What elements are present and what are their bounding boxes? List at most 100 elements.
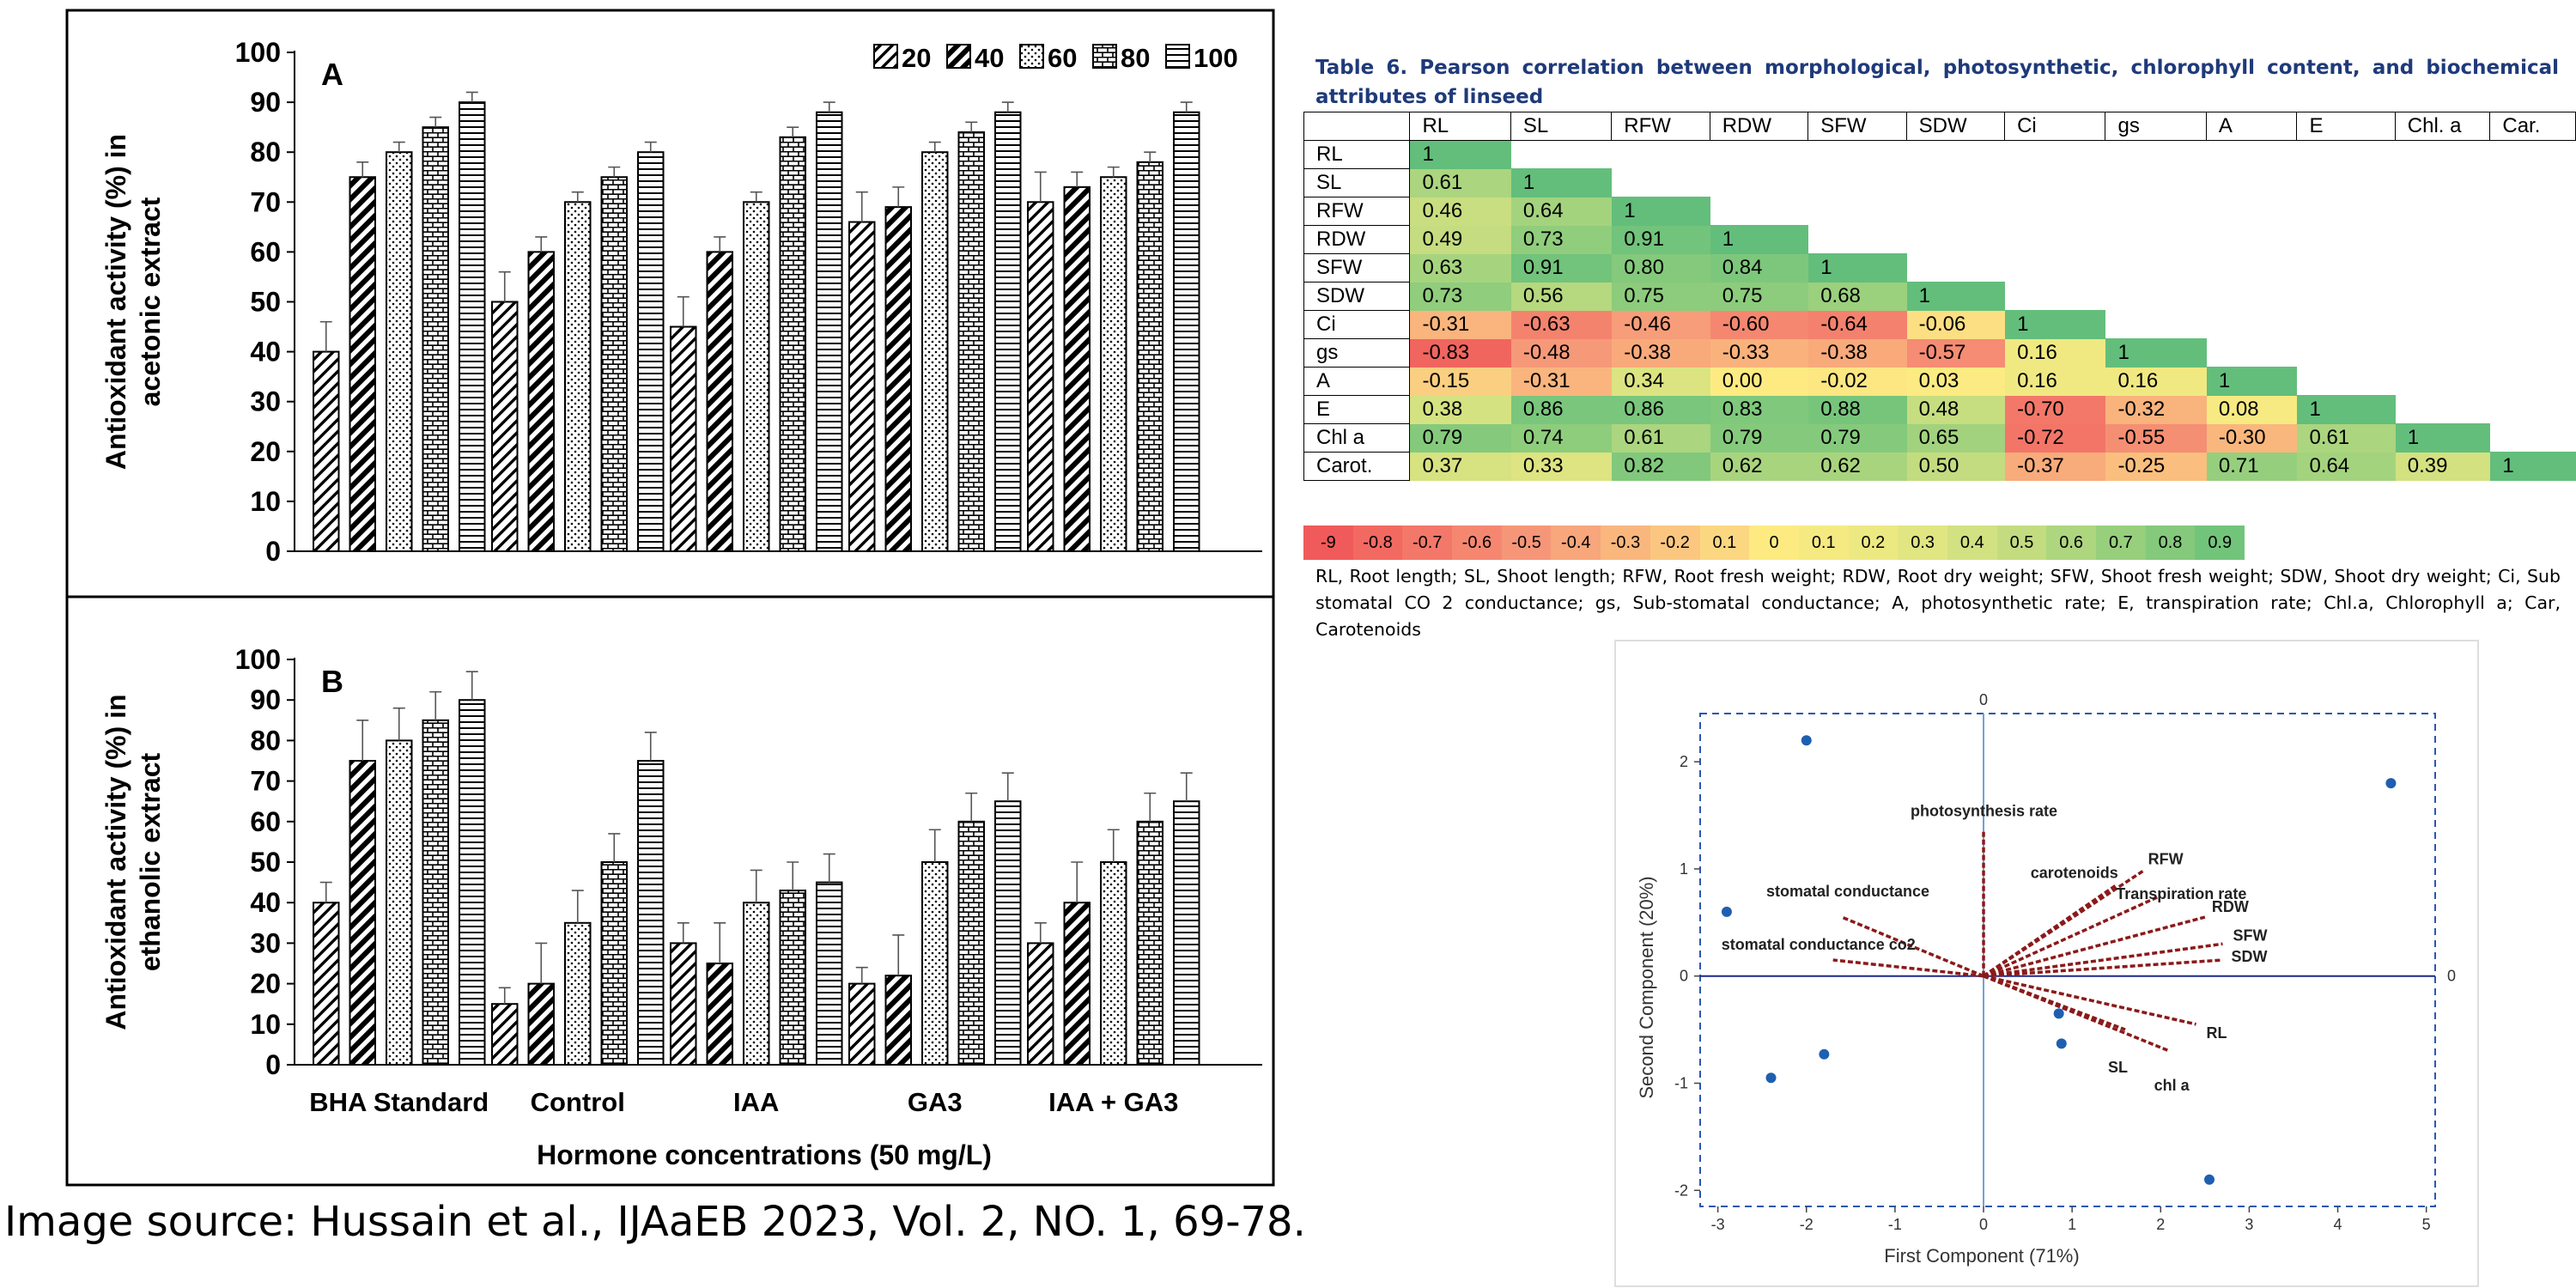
column-header: RL	[1409, 112, 1511, 141]
table-cell: -0.46	[1611, 310, 1710, 339]
empty-cell	[2395, 283, 2490, 311]
scale-cell: 0.9	[2195, 526, 2245, 560]
score-point	[2385, 778, 2397, 789]
empty-cell	[2105, 283, 2206, 311]
column-header: gs	[2105, 112, 2207, 141]
error-bar	[498, 987, 511, 1005]
table-cell: -0.06	[1905, 310, 2006, 339]
table-cell: -0.15	[1409, 367, 1511, 396]
error-bar	[892, 934, 905, 976]
empty-cell	[1612, 169, 1710, 197]
bar-1-1-4	[637, 760, 665, 1066]
table-cell: 0.50	[1905, 452, 2006, 481]
table-cell: 0.34	[1611, 367, 1710, 396]
table-row: RFW 0.46 0.64 1	[1303, 197, 2576, 226]
empty-cell	[2395, 169, 2490, 197]
bar-0-1-0	[491, 301, 519, 552]
bar-1-2-4	[816, 881, 843, 1066]
empty-cell	[2105, 169, 2206, 197]
error-bar	[498, 270, 511, 302]
scale-cell: -9	[1303, 526, 1353, 560]
empty-cell	[2206, 226, 2297, 254]
empty-cell	[2005, 254, 2105, 283]
table-cell: -0.57	[1905, 338, 2006, 368]
empty-cell	[1710, 141, 1807, 169]
error-bar	[319, 881, 332, 903]
legend-label: 40	[975, 43, 1004, 73]
loading-label: SL	[2108, 1059, 2128, 1076]
empty-cell	[2206, 169, 2297, 197]
column-header: A	[2205, 112, 2298, 141]
empty-cell	[2395, 396, 2490, 424]
empty-cell	[2005, 197, 2105, 226]
y-axis-title: Antioxidant activity (%) in	[100, 134, 131, 470]
loading-vector	[1983, 884, 2117, 978]
table-cell: -0.02	[1807, 367, 1907, 396]
y-tick-label: 60	[250, 236, 281, 267]
error-bar	[928, 141, 941, 153]
table-cell: 0.68	[1807, 282, 1907, 311]
y-tick-label: 10	[250, 1009, 281, 1040]
error-bar	[644, 732, 657, 761]
scale-cell: 0.6	[2046, 526, 2096, 560]
pca-plot-area	[1699, 713, 2436, 1207]
loading-label: stomatal conductance	[1766, 883, 1929, 900]
error-bar	[855, 191, 868, 222]
table-cell: 1	[2489, 452, 2576, 481]
bar-1-2-0	[670, 942, 697, 1066]
table-cell: 0.56	[1510, 282, 1613, 311]
error-bar	[392, 707, 405, 741]
bar-1-3-4	[994, 800, 1022, 1066]
empty-cell	[2297, 311, 2395, 339]
column-header: SL	[1510, 112, 1613, 141]
table-cell: -0.70	[2004, 395, 2106, 424]
bar-0-3-1	[884, 206, 912, 553]
y-tick-label: 50	[250, 847, 281, 878]
empty-cell	[2297, 226, 2395, 254]
bar-0-4-1	[1063, 185, 1091, 552]
table-row: Chl a 0.79 0.74 0.61 0.79 0.79 0.65 -0.72 -0.55-…	[1303, 423, 2576, 453]
table-cell: 0.08	[2205, 395, 2298, 424]
panel-a-chart: 0 10 20 30 40 50 60 70 80 90 100 A Antioxidant activ…	[100, 37, 1262, 567]
pca-frame	[1614, 640, 2479, 1287]
pca-y-tick-label: 2	[1680, 753, 1688, 770]
pca-x-axis-title: First Component (71%)	[1884, 1245, 2079, 1267]
table-cell: 0.64	[1510, 197, 1613, 226]
table-cell: -0.38	[1611, 338, 1710, 368]
empty-cell	[2105, 226, 2206, 254]
error-bar	[535, 942, 548, 984]
error-bar	[714, 922, 726, 963]
empty-cell	[2490, 283, 2576, 311]
pca-x-tick-label: -1	[1888, 1216, 1902, 1233]
scale-cell: 0.7	[2096, 526, 2146, 560]
error-bar	[823, 101, 835, 112]
table-cell: 0.62	[1807, 452, 1907, 481]
table-cell: 1	[1905, 282, 2006, 311]
row-header: gs	[1303, 338, 1411, 368]
row-header: Carot.	[1303, 452, 1411, 481]
empty-cell	[2490, 424, 2576, 453]
row-header: A	[1303, 367, 1411, 396]
bar-0-1-4	[637, 151, 665, 552]
table-cell: 0.79	[1807, 423, 1907, 453]
empty-cell	[2297, 283, 2395, 311]
bar-1-2-2	[743, 902, 770, 1066]
bar-1-4-1	[1063, 902, 1091, 1066]
scale-cell: 0.3	[1898, 526, 1947, 560]
pca-y-tick-label: 0	[1680, 968, 1688, 985]
y-tick-label: 100	[235, 37, 281, 68]
error-bar	[571, 890, 584, 923]
loading-label: stomatal conductance co2	[1722, 936, 1916, 953]
table-row: E 0.38 0.86 0.86 0.83 0.88 0.48 -0.70 -0.32 0.08 1	[1303, 395, 2576, 424]
row-header: SL	[1303, 168, 1411, 197]
y-tick-label: 70	[250, 766, 281, 797]
scale-cell: 0.2	[1848, 526, 1899, 560]
table-row: SDW 0.73 0.56 0.75 0.75 0.68 1	[1303, 282, 2576, 311]
error-bar	[855, 966, 868, 984]
bar-1-3-0	[848, 982, 876, 1066]
loading-label: RDW	[2212, 898, 2249, 915]
table-cell: -0.32	[2105, 395, 2207, 424]
empty-cell	[1710, 197, 1807, 226]
table-footnote: RL, Root length; SL, Shoot length; RFW, …	[1315, 566, 2561, 640]
column-header: E	[2296, 112, 2396, 141]
